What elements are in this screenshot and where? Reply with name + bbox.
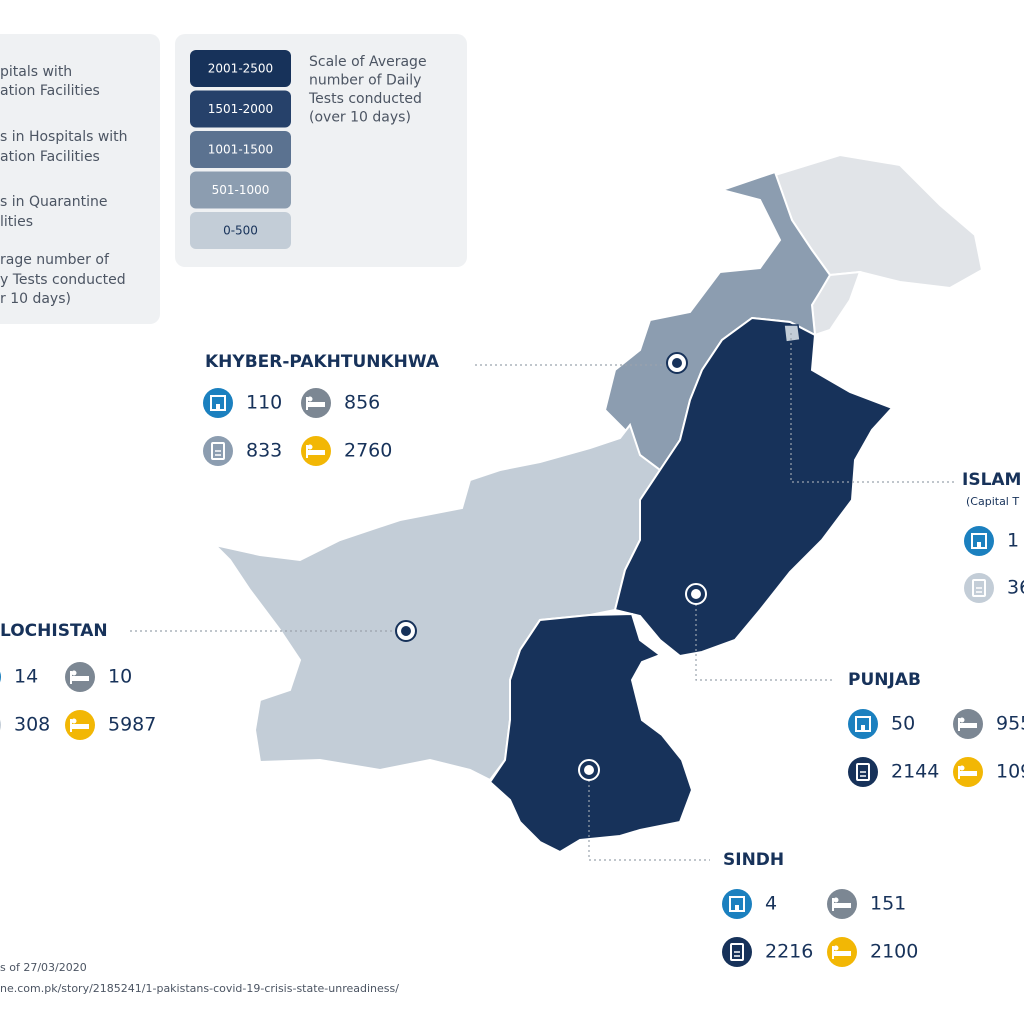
stat-value: 50 xyxy=(891,713,915,735)
leader-line xyxy=(588,770,710,861)
icon-glyph xyxy=(71,724,89,729)
province xyxy=(613,316,894,658)
icon-glyph xyxy=(833,897,839,903)
icon-glyph xyxy=(307,444,313,450)
icon-glyph xyxy=(977,542,981,548)
legend-text: ation Facilities xyxy=(0,83,100,99)
stat-value: 110 xyxy=(246,392,282,414)
region-name: SINDH xyxy=(723,850,784,870)
icon-glyph xyxy=(730,943,744,961)
stat-value: 1 xyxy=(1007,530,1019,552)
legend-text: s in Quarantine xyxy=(0,194,108,210)
stat-value: 36 xyxy=(1007,577,1024,599)
icon-glyph xyxy=(959,771,977,776)
scale-label: 0-500 xyxy=(223,224,258,238)
stat-value: 2100 xyxy=(870,941,918,963)
islamabad xyxy=(783,324,801,343)
stat-value: 151 xyxy=(870,893,906,915)
icon-glyph xyxy=(959,765,965,771)
footer-source: ne.com.pk/story/2185241/1-pakistans-covi… xyxy=(0,982,399,995)
icon-glyph xyxy=(833,951,851,956)
stat-value: 856 xyxy=(344,392,380,414)
icon-glyph xyxy=(972,579,986,597)
footer-date: s of 27/03/2020 xyxy=(0,961,87,974)
icon-glyph xyxy=(307,402,325,407)
stat-value: 2144 xyxy=(891,761,939,783)
region-subtitle: (Capital T xyxy=(966,495,1019,508)
scale-title: Scale of Average xyxy=(309,54,427,70)
leader-lines xyxy=(130,333,955,861)
icon-glyph xyxy=(735,905,739,911)
legend-panel xyxy=(0,34,160,324)
hospital-icon xyxy=(203,388,233,418)
stat-value: 308 xyxy=(14,714,50,736)
legend-text: ation Facilities xyxy=(0,149,100,165)
stat-value: 2216 xyxy=(765,941,813,963)
province xyxy=(488,612,694,854)
capital-dot xyxy=(584,765,594,775)
scale-label: 1001-1500 xyxy=(208,143,273,157)
capital-dot xyxy=(672,358,682,368)
capital-dot xyxy=(691,589,701,599)
scale-label: 501-1000 xyxy=(212,183,270,197)
legend-text: r 10 days) xyxy=(0,291,71,307)
scale-label: 1501-2000 xyxy=(208,102,273,116)
scale-title: number of Daily xyxy=(309,73,421,89)
region-name: LOCHISTAN xyxy=(0,621,108,641)
icon-glyph xyxy=(861,725,865,731)
hospital-icon xyxy=(848,709,878,739)
leader-line xyxy=(695,594,835,681)
scale-swatch xyxy=(190,90,291,128)
legend-text: pitals with xyxy=(0,64,72,80)
region-name: KHYBER-PAKHTUNKHWA xyxy=(205,352,440,372)
legend-text: rage number of xyxy=(0,252,110,268)
legend-text: lities xyxy=(0,214,33,230)
icon-glyph xyxy=(71,676,89,681)
hospital-icon xyxy=(0,671,1,683)
stat-value: 10 xyxy=(108,666,132,688)
icon-glyph xyxy=(71,718,77,724)
icon-glyph xyxy=(216,404,220,410)
icon-glyph xyxy=(833,903,851,908)
stat-value: 5987 xyxy=(108,714,156,736)
region-name: PUNJAB xyxy=(848,670,921,690)
scale-swatch xyxy=(190,212,291,249)
stat-value: 109 xyxy=(996,761,1024,783)
scale-swatch xyxy=(190,131,291,168)
map xyxy=(211,153,984,854)
scale-label: 2001-2500 xyxy=(208,62,273,76)
icon-glyph xyxy=(71,670,77,676)
region-name: ISLAM xyxy=(962,470,1021,490)
icon-glyph xyxy=(307,396,313,402)
hospital-icon xyxy=(964,526,994,556)
scale-title: (over 10 days) xyxy=(309,110,411,126)
stat-value: 2760 xyxy=(344,440,392,462)
icon-glyph xyxy=(856,763,870,781)
capital-dot xyxy=(401,626,411,636)
icon-glyph xyxy=(833,945,839,951)
icon-glyph xyxy=(959,717,965,723)
stat-value: 833 xyxy=(246,440,282,462)
scale-title: Tests conducted xyxy=(308,91,422,107)
stat-value: 4 xyxy=(765,893,777,915)
stat-value: 955 xyxy=(996,713,1024,735)
scale-swatch xyxy=(190,171,291,209)
scale-swatch xyxy=(190,50,291,87)
legend-text: y Tests conducted xyxy=(0,272,126,288)
icon-glyph xyxy=(307,450,325,455)
stat-value: 14 xyxy=(14,666,38,688)
icon-glyph xyxy=(211,442,225,460)
icon-glyph xyxy=(959,723,977,728)
legend-text: s in Hospitals with xyxy=(0,129,128,145)
hospital-icon xyxy=(722,889,752,919)
tests-icon xyxy=(0,719,1,731)
